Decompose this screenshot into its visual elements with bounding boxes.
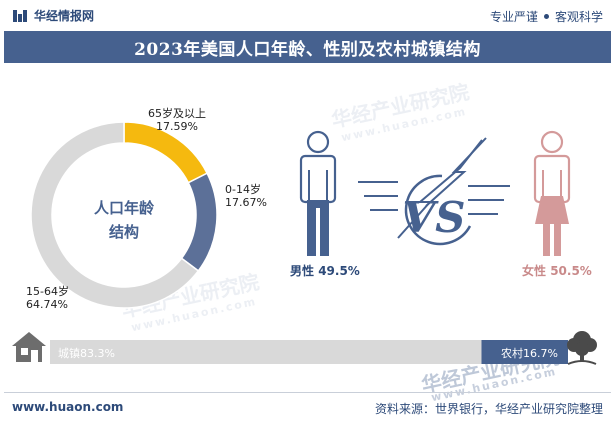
male-value: 49.5% (318, 264, 360, 278)
tree-icon (567, 331, 597, 365)
tagline-right: 客观科学 (554, 10, 603, 24)
donut-center-line-1: 人口年龄 (93, 199, 154, 217)
female-figure-icon (533, 130, 571, 256)
slice-label-65-plus: 65岁及以上 17.59% (148, 107, 206, 133)
footer-divider (4, 392, 611, 393)
urban-bar-label: 城镇83.3% (58, 345, 115, 361)
female-category: 女性 (522, 264, 547, 278)
donut-slice-15-64 (30, 121, 200, 309)
brand-logo-icon (13, 9, 27, 22)
age-donut-chart (30, 121, 218, 309)
male-label: 男性 49.5% (290, 262, 360, 279)
footer-website[interactable]: www.huaon.com (12, 400, 124, 414)
tagline: 专业严谨 客观科学 (490, 8, 603, 25)
slice-value: 17.59% (156, 120, 198, 133)
male-category: 男性 (290, 264, 315, 278)
tagline-left: 专业严谨 (489, 10, 538, 24)
female-value: 50.5% (550, 264, 592, 278)
footer-source: 资料来源：世界银行，华经产业研究院整理 (374, 402, 603, 416)
rural-value: 16.7% (523, 347, 558, 360)
top-bar: 华经情报网 专业严谨 客观科学 (0, 0, 615, 32)
rural-bar-label: 农村16.7% (501, 345, 558, 361)
slice-label-15-64: 15-64岁 64.74% (26, 285, 69, 311)
vs-label: VS (403, 193, 466, 242)
donut-slice-0-14 (180, 172, 218, 272)
slice-value: 17.67% (225, 196, 267, 209)
male-figure-icon (299, 130, 337, 256)
vs-icon: VS (358, 137, 510, 246)
house-icon (12, 332, 46, 362)
slice-name: 65岁及以上 (148, 107, 206, 120)
tagline-dot-icon (543, 14, 549, 19)
urban-bar (50, 340, 482, 364)
donut-center-label: 人口年龄 结构 (86, 196, 162, 244)
urban-value: 83.3% (80, 347, 115, 360)
slice-name: 0-14岁 (225, 183, 261, 196)
slice-value: 64.74% (26, 298, 68, 311)
brand-name: 华经情报网 (34, 9, 95, 23)
rural-bar (481, 340, 568, 364)
urban-rural-bar-chart (50, 340, 568, 364)
slice-label-0-14: 0-14岁 17.67% (225, 183, 267, 209)
slice-name: 15-64岁 (26, 285, 69, 298)
chart-title: 2023年美国人口年龄、性别及农村城镇结构 (134, 39, 481, 60)
title-bar: 2023年美国人口年龄、性别及农村城镇结构 (4, 31, 611, 63)
rural-category: 农村 (501, 347, 523, 360)
brand: 华经情报网 (12, 7, 94, 24)
female-label: 女性 50.5% (522, 262, 592, 279)
urban-category: 城镇 (58, 347, 80, 360)
donut-center-line-2: 结构 (108, 223, 139, 241)
